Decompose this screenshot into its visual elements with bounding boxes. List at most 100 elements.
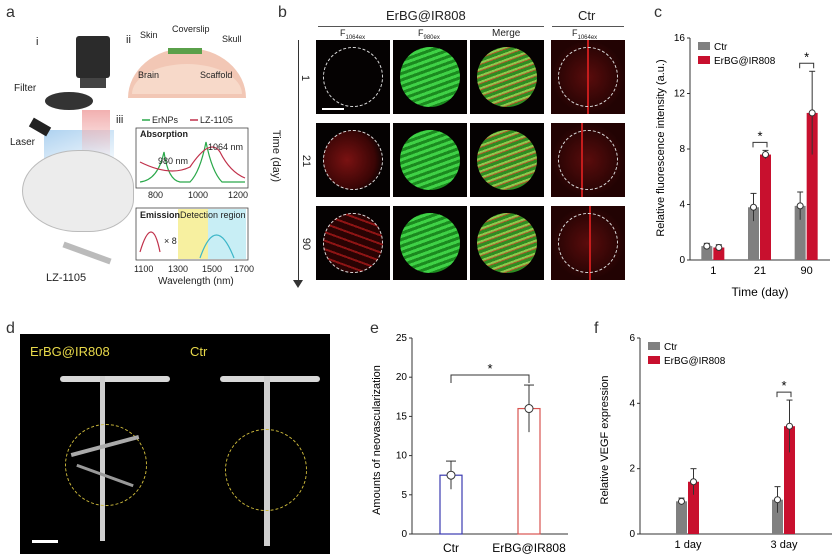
filter-wheel-icon	[45, 92, 93, 110]
legend-ernps: ErNPs	[152, 115, 179, 125]
coverslip-label: Coverslip	[172, 24, 210, 34]
data-point	[762, 151, 769, 159]
mouse-icon	[22, 150, 134, 232]
y-tick-label: 0	[629, 529, 635, 540]
bar	[772, 499, 783, 534]
legend-label: Ctr	[664, 342, 678, 353]
scale-bar-d	[32, 540, 58, 543]
col-header-merge: Merge	[492, 28, 521, 39]
x-tick-label: 3 day	[771, 539, 798, 551]
image-tile-merge-day1	[470, 40, 544, 114]
vessel-horizontal-ctr	[220, 376, 320, 382]
data-point	[750, 203, 757, 211]
panel-label-b: b	[278, 4, 287, 21]
chart-c: 0 4 8 12 16 1 21 * 90 * Ctr ErBG@IR808 Time (day) Rel…	[655, 33, 830, 299]
chart-f: 0 2 4 6 1 day 3 day * Ctr ErBG@IR808 Relative VEG…	[599, 333, 832, 551]
significance-bracket	[752, 141, 768, 148]
y-tick-label: 5	[401, 490, 407, 501]
y-tick-label: 2	[629, 464, 635, 475]
data-point	[690, 478, 697, 486]
data-point	[524, 404, 534, 414]
image-tile-f1064-day90	[316, 206, 390, 280]
time-axis-label: Time (day)	[270, 129, 283, 183]
camera-icon	[76, 36, 110, 78]
y-tick-label: 10	[396, 451, 408, 462]
col-header-f980-sub: 980ex	[423, 34, 440, 41]
laser-label: Laser	[10, 137, 36, 148]
x-axis-title: Time (day)	[732, 285, 789, 299]
spectra-plots	[135, 119, 249, 261]
significance-star: *	[781, 378, 786, 393]
legend-swatch	[698, 42, 710, 50]
significance-bracket	[450, 374, 530, 384]
scaffold-label: Scaffold	[200, 70, 233, 80]
panel-label-d: d	[6, 320, 15, 337]
legend-label: ErBG@IR808	[714, 56, 776, 67]
y-tick-label: 0	[401, 529, 407, 540]
row-label-21: 21	[300, 154, 313, 168]
abs-tick-1000: 1000	[188, 190, 209, 200]
filter-label: Filter	[14, 83, 37, 94]
y-axis-title: Amounts of neovascularization	[371, 365, 383, 515]
image-tile-f980-day90	[393, 206, 467, 280]
y-tick-label: 0	[679, 255, 685, 266]
em-tick-1700: 1700	[234, 264, 255, 274]
col-header-f980-main: F	[418, 28, 424, 38]
bar	[688, 481, 699, 534]
y-axis-title: Relative VEGF expression	[599, 376, 611, 505]
data-point	[446, 470, 456, 480]
y-tick-label: 20	[396, 372, 408, 383]
skull-label: Skull	[222, 34, 242, 44]
time-axis-arrow-icon	[293, 280, 303, 288]
bar	[784, 426, 795, 534]
coverslip-shape	[168, 48, 202, 54]
y-tick-label: 25	[396, 333, 408, 344]
panel-label-c: c	[654, 4, 662, 21]
subpanel-label-ii: ii	[126, 34, 131, 46]
emission-label: Emission	[140, 210, 181, 220]
significance-bracket	[799, 62, 815, 69]
brain-label: Brain	[138, 70, 160, 80]
image-tile-ctr-day21	[551, 123, 625, 197]
legend-swatch	[698, 56, 710, 64]
time-axis-line	[298, 40, 299, 286]
y-tick-label: 6	[629, 333, 635, 344]
group-label-ctr: Ctr	[578, 8, 596, 23]
bar	[748, 207, 759, 260]
roi-circle-ctr	[225, 429, 307, 511]
y-tick-label: 8	[679, 144, 685, 155]
data-point	[786, 422, 793, 430]
camera-lens	[80, 78, 106, 88]
image-tile-f1064-day21	[316, 123, 390, 197]
x-tick-label: 90	[801, 265, 813, 277]
nm980-label: 980 nm	[158, 156, 189, 166]
subpanel-label-iii: iii	[116, 114, 124, 126]
x-tick-label: ErBG@IR808	[492, 541, 566, 555]
col-header-ctr-f1064: F1064ex	[572, 28, 597, 41]
data-point	[796, 202, 804, 210]
legend-label: Ctr	[714, 42, 728, 53]
vessel-label-ctr: Ctr	[190, 344, 208, 359]
legend-swatch	[648, 356, 660, 364]
image-tile-f980-day21	[393, 123, 467, 197]
image-tile-merge-day21	[470, 123, 544, 197]
row-label-90: 90	[300, 237, 313, 251]
x-tick-label: 1	[710, 265, 716, 277]
significance-bracket	[776, 391, 792, 398]
image-tile-merge-day90	[470, 206, 544, 280]
legend-swatch	[648, 342, 660, 350]
vessel-horizontal-erbg	[60, 376, 170, 382]
image-tile-ctr-day1	[551, 40, 625, 114]
group-line-ctr	[552, 26, 624, 27]
x-tick-label: 21	[754, 265, 766, 277]
significance-star: *	[487, 361, 492, 376]
significance-star: *	[804, 49, 809, 64]
x-tick-label: 1 day	[675, 539, 702, 551]
y-tick-label: 16	[674, 33, 686, 44]
bar	[713, 247, 725, 260]
chart-e: 0 5 10 15 20 25 Ctr ErBG@IR808 * Amounts of neova…	[371, 333, 568, 555]
bar	[760, 154, 771, 260]
wavelength-xlabel: Wavelength (nm)	[158, 276, 234, 287]
nm1064-label: 1064 nm	[208, 142, 244, 152]
y-tick-label: 4	[629, 398, 635, 409]
